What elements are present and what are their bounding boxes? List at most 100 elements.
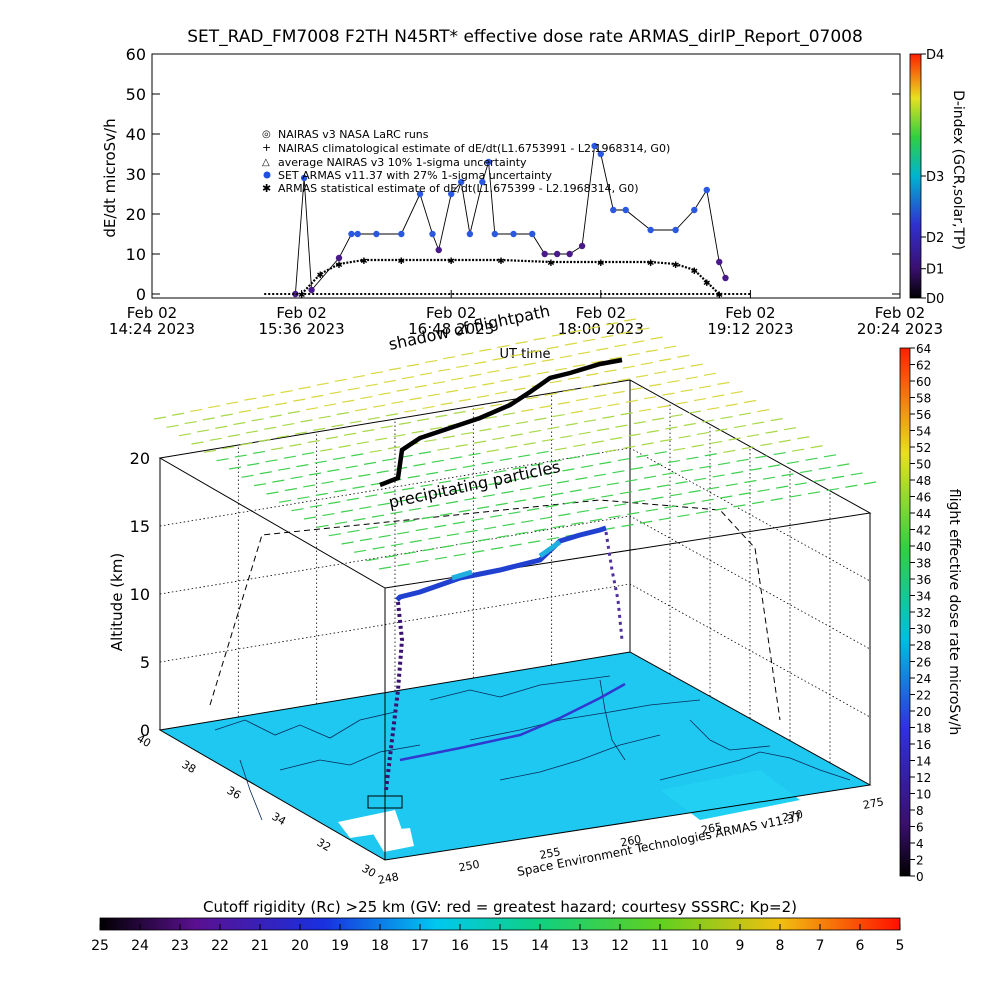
precip-dash [510,353,523,357]
precip-dash [396,388,409,392]
precip-dash [741,446,754,450]
precip-dash [620,412,633,416]
precip-dash [489,403,503,407]
precip-dash [463,386,477,390]
precip-dash [691,444,704,448]
precip-dash [576,509,590,514]
precip-dash [730,390,743,395]
precip-dash [365,383,378,387]
precip-dash [293,398,306,402]
precip-dash [690,363,703,367]
precip-dash [554,447,568,451]
precip-dash [710,440,723,445]
precip-dash [490,546,504,550]
dose-tick-label: 6 [916,821,924,835]
precip-dash [489,514,503,518]
precip-dash [372,546,385,550]
precip-dash [614,343,627,348]
precip-dash [264,426,277,430]
precip-dash [807,491,821,495]
precip-dash [576,397,589,402]
precip-dash [596,347,609,351]
precip-dash [289,443,302,447]
precip-dash [403,551,416,555]
precip-dash [385,554,398,558]
dose-tick-label: 50 [916,458,931,472]
precip-dash [294,431,308,435]
precip-dash [570,410,584,414]
precip-dash [725,483,738,487]
precip-dash [314,460,327,464]
precip-dash [658,517,671,521]
precip-dash [593,473,607,477]
top-y-tick-label: 50 [126,85,146,104]
cutoff-tick-label: 21 [251,938,269,954]
precip-dash [615,424,628,428]
precip-dash [444,468,457,472]
precip-dash [532,495,545,500]
precip-dash [259,471,272,475]
precip-dash [589,518,603,522]
precip-dash [391,543,404,547]
armas-measured-point [529,230,536,238]
precip-dash [456,364,469,369]
dose-tick-label: 14 [916,755,931,769]
precip-dash [586,372,599,377]
precip-dash [765,430,778,434]
dose-tick-label: 18 [916,722,931,736]
dose-tick-label: 24 [916,672,931,686]
precip-dash [433,492,446,496]
precip-dash [789,494,802,498]
dindex-tick-label: D2 [926,231,944,246]
precip-dash [222,446,235,450]
precip-dash [234,454,247,458]
precip-dash [698,385,712,389]
precip-dash [552,525,565,529]
precip-dash [725,403,738,407]
precip-dash [208,405,221,409]
precip-dash [569,489,582,493]
cutoff-tick-label: 8 [776,938,785,954]
precip-dash [578,431,591,435]
precip-dash [521,408,534,412]
precip-dash [353,517,366,522]
precip-dash [375,437,388,441]
dindex-tick-label: D0 [926,292,944,307]
precip-dash [650,336,663,340]
flight-cruise-highlight-2 [538,539,562,559]
precip-dash [605,322,619,326]
top-x-tick-label-time: 20:24 2023 [857,320,943,338]
top-x-tick-label-date: Feb 02 [576,304,626,322]
precip-dash [562,389,576,393]
precip-dash [305,407,319,411]
precip-dash [702,419,715,423]
precip-dash [715,428,728,432]
precip-dash [434,556,448,560]
precip-dash [415,527,428,532]
precip-dash [349,420,362,424]
dose-rate-label: flight effective dose rate microSv/h [946,489,962,735]
precip-dash [659,358,672,362]
cutoff-tick-label: 13 [571,938,589,954]
precip-dash [559,355,573,359]
precip-dash [683,422,696,427]
precip-dash [359,538,373,542]
scene-top-edge [158,379,872,589]
precip-dash [435,414,448,418]
precip-dash [606,482,619,486]
precip-dash [543,471,557,475]
precip-dash [240,442,253,446]
top-y-tick-label: 20 [126,205,146,224]
precip-dash [334,378,347,382]
cutoff-title: Cutoff rigidity (Rc) >25 km (GV: red = g… [203,898,797,916]
precip-dash [438,480,452,484]
precip-dash [599,461,612,465]
dose-tick-label: 52 [916,441,931,455]
precip-dash [409,539,422,543]
latitude-tick-label: 32 [314,836,333,854]
precip-dash [794,482,807,486]
precip-dash [505,445,518,449]
precip-dash [322,512,335,517]
precip-dash [197,429,210,433]
dose-tick-label: 22 [916,689,931,703]
